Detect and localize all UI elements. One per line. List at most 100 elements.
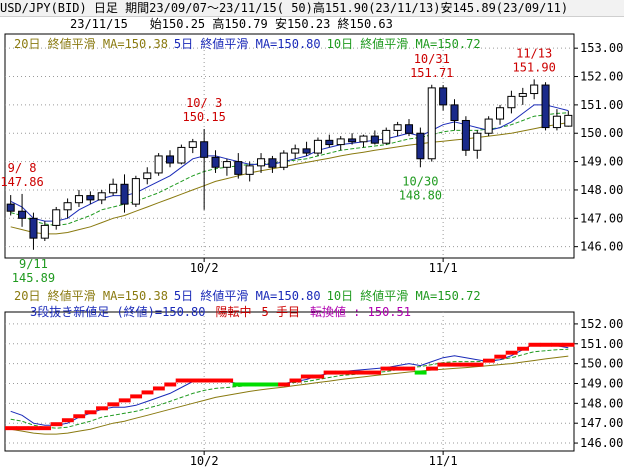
breakout-block-up bbox=[289, 378, 302, 383]
candle-up bbox=[393, 124, 402, 131]
breakout-x-tick-label: 11/1 bbox=[429, 454, 458, 468]
breakout-block-up bbox=[562, 342, 575, 347]
candle-up bbox=[382, 129, 391, 144]
breakout-y-tick-label: 148.00 bbox=[580, 396, 623, 410]
candle-down bbox=[86, 195, 95, 201]
annotation-value: 150.15 bbox=[182, 110, 225, 124]
price-y-tick-label: 153.00 bbox=[580, 41, 623, 55]
candle-up bbox=[473, 132, 482, 151]
breakout-block-up bbox=[312, 374, 325, 379]
candle-down bbox=[325, 139, 334, 146]
breakout-block-down bbox=[232, 382, 245, 387]
breakout-block-up bbox=[539, 342, 552, 347]
breakout-block-up bbox=[152, 386, 165, 391]
breakout-block-up bbox=[50, 422, 63, 427]
candle-up bbox=[74, 195, 83, 204]
candle-down bbox=[6, 203, 15, 212]
candle-down bbox=[268, 158, 277, 168]
breakout-block-up bbox=[323, 370, 336, 375]
breakout-block-up bbox=[460, 362, 473, 367]
price-y-tick-label: 149.00 bbox=[580, 155, 623, 169]
breakout-block-down bbox=[255, 382, 268, 387]
candle-up bbox=[564, 114, 573, 127]
candle-up bbox=[507, 95, 516, 109]
annotation-date: 9/11 bbox=[19, 257, 48, 271]
candle-up bbox=[63, 202, 72, 211]
breakout-block-up bbox=[84, 410, 97, 415]
candle-up bbox=[40, 224, 49, 239]
candle-up bbox=[131, 178, 140, 205]
breakout-block-up bbox=[300, 374, 313, 379]
breakout-block-down bbox=[414, 370, 427, 375]
breakout-x-tick-label: 10/2 bbox=[190, 454, 219, 468]
candle-down bbox=[29, 217, 38, 239]
candle-up bbox=[109, 183, 118, 194]
candle-up bbox=[552, 115, 561, 129]
breakout-block-up bbox=[278, 382, 290, 387]
breakout-block-up bbox=[517, 346, 529, 351]
annotation-value: 151.71 bbox=[410, 66, 453, 80]
breakout-y-tick-label: 149.00 bbox=[580, 376, 623, 390]
breakout-legend-item: 5日 終値平滑 MA=150.80 bbox=[174, 288, 321, 303]
breakout-block-up bbox=[426, 366, 438, 371]
annotation-date: 10/ 3 bbox=[186, 96, 222, 110]
candle-up bbox=[291, 148, 300, 154]
annotation-value: 151.90 bbox=[512, 60, 555, 74]
price-y-tick-label: 150.00 bbox=[580, 126, 623, 140]
chart-header: USD/JPY(BID) 日足 期間23/09/07～23/11/15( 50)… bbox=[0, 0, 624, 17]
price-legend-item: 5日 終値平滑 MA=150.80 bbox=[174, 36, 321, 51]
breakout-block-up bbox=[346, 370, 359, 375]
breakout-block-up bbox=[403, 366, 416, 371]
candle-up bbox=[245, 165, 254, 175]
breakout-block-up bbox=[198, 378, 211, 383]
breakout-status: 陽転中 bbox=[215, 304, 251, 319]
breakout-block-up bbox=[164, 382, 177, 387]
candle-up bbox=[484, 118, 493, 134]
candle-up bbox=[257, 158, 266, 167]
breakout-block-up bbox=[130, 394, 143, 399]
breakout-block-down bbox=[266, 382, 279, 387]
breakout-block-up bbox=[27, 426, 40, 431]
annotation-value: 147.86 bbox=[0, 175, 43, 189]
annotation-date: 11/13 bbox=[516, 46, 552, 60]
price-y-tick-label: 152.00 bbox=[580, 70, 623, 84]
breakout-block-up bbox=[357, 370, 370, 375]
candle-down bbox=[200, 141, 209, 158]
breakout-block-up bbox=[391, 366, 404, 371]
candle-down bbox=[404, 124, 414, 134]
breakout-block-down bbox=[243, 382, 256, 387]
breakout-status: 5 手目 bbox=[262, 305, 300, 319]
breakout-status: 転換値 : 150.51 bbox=[310, 304, 411, 319]
price-panel-frame bbox=[4, 33, 575, 259]
candle-down bbox=[439, 87, 448, 106]
ma10-line bbox=[10, 112, 569, 226]
breakout-y-tick-label: 152.00 bbox=[580, 317, 623, 331]
breakout-block-up bbox=[471, 362, 484, 367]
candle-up bbox=[97, 192, 106, 201]
breakout-block-up bbox=[221, 378, 234, 383]
breakout-block-up bbox=[175, 378, 188, 383]
candle-up bbox=[222, 161, 231, 168]
breakout-block-up bbox=[380, 366, 393, 371]
annotation-date: 10/30 bbox=[402, 174, 438, 188]
breakout-block-up bbox=[551, 342, 564, 347]
breakout-block-up bbox=[39, 426, 52, 431]
candle-down bbox=[541, 84, 550, 129]
breakout-block-up bbox=[505, 350, 518, 355]
breakout-block-up bbox=[494, 354, 507, 359]
candle-up bbox=[188, 141, 197, 148]
breakout-block-up bbox=[118, 398, 131, 403]
price-y-tick-label: 147.00 bbox=[580, 211, 623, 225]
candle-down bbox=[211, 156, 220, 168]
candle-down bbox=[302, 148, 311, 154]
candle-down bbox=[370, 135, 379, 144]
candle-up bbox=[177, 146, 186, 164]
candle-up bbox=[359, 135, 368, 143]
candle-down bbox=[18, 210, 27, 219]
breakout-y-tick-label: 146.00 bbox=[580, 436, 623, 450]
breakout-block-up bbox=[141, 390, 154, 395]
breakout-block-up bbox=[73, 414, 86, 419]
breakout-y-tick-label: 151.00 bbox=[580, 337, 623, 351]
annotation-date: 10/31 bbox=[414, 52, 450, 66]
